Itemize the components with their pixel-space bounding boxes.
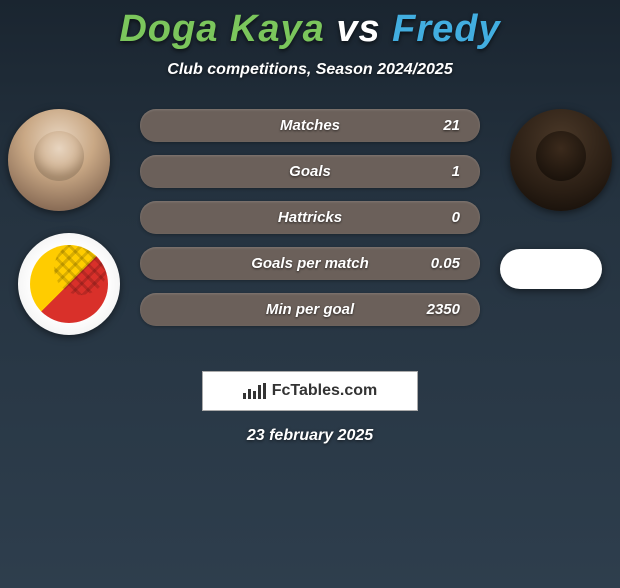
stat-label: Goals per match: [251, 255, 369, 272]
stat-label: Min per goal: [266, 301, 354, 318]
stat-right-value: 21: [400, 117, 460, 134]
stat-right-value: 1: [400, 163, 460, 180]
stat-right-value: 0: [400, 209, 460, 226]
bar-chart-icon: [243, 383, 266, 399]
stat-row: Goals per match 0.05: [140, 247, 480, 280]
title-player2: Fredy: [392, 8, 500, 50]
stat-row: Goals 1: [140, 155, 480, 188]
stat-row: Matches 21: [140, 109, 480, 142]
player1-avatar: [8, 109, 110, 211]
stat-label: Goals: [289, 163, 331, 180]
comparison-panel: Matches 21 Goals 1 Hattricks 0 Goals per match…: [0, 109, 620, 359]
comparison-date: 23 february 2025: [0, 427, 620, 445]
title-player1: Doga Kaya: [119, 8, 324, 50]
player1-club-badge: [18, 233, 120, 335]
player2-avatar: [510, 109, 612, 211]
subtitle: Club competitions, Season 2024/2025: [0, 61, 620, 79]
stats-rows: Matches 21 Goals 1 Hattricks 0 Goals per match…: [140, 109, 480, 339]
logo-text: FcTables.com: [272, 382, 378, 400]
goztepe-badge-icon: [30, 245, 108, 323]
fctables-logo: FcTables.com: [202, 371, 418, 411]
stat-label: Hattricks: [278, 209, 342, 226]
stat-row: Hattricks 0: [140, 201, 480, 234]
player2-club-badge: [500, 249, 602, 289]
stat-row: Min per goal 2350: [140, 293, 480, 326]
stat-label: Matches: [280, 117, 340, 134]
stat-right-value: 2350: [400, 301, 460, 318]
stat-right-value: 0.05: [400, 255, 460, 272]
page-title: Doga Kaya vs Fredy: [0, 8, 620, 51]
title-vs: vs: [336, 8, 380, 50]
